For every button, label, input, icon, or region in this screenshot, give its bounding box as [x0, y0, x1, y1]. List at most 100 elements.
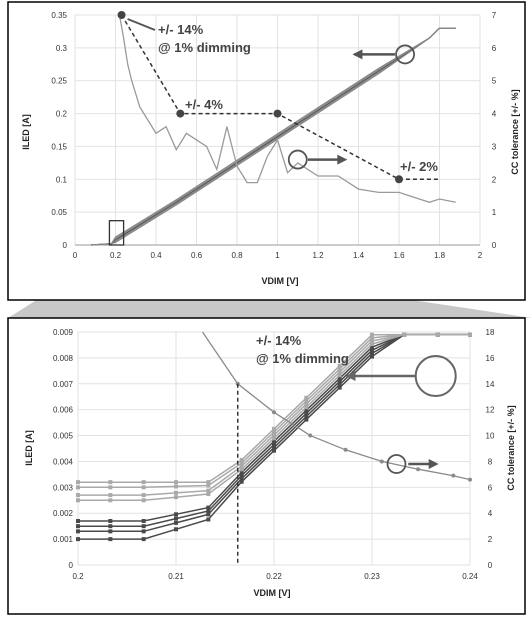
bottom-iled-marker: [272, 439, 276, 444]
top-x-axis-label: VDIM [V]: [262, 276, 299, 286]
bottom-x-tick-label: 0.2: [72, 572, 84, 581]
bottom-y-tick-label: 0.008: [53, 354, 74, 363]
bottom-tick-labels: 0.2 0.21 0.22 0.23 0.24 0 0.001 0.002 0.003 0.004…: [53, 328, 495, 581]
top-y-tick-label: 0.35: [51, 11, 67, 20]
bottom-iled-marker: [304, 395, 309, 400]
bottom-y-tick-label: 0.009: [53, 328, 74, 337]
top-annotation-14pct: +/- 14%: [158, 22, 204, 37]
top-x-tick-label: 0.2: [110, 251, 122, 260]
bottom-iled-marker: [337, 385, 342, 390]
bottom-iled-marker: [272, 436, 276, 441]
bottom-iled-marker: [370, 345, 374, 350]
bottom-iled-marker: [174, 480, 178, 485]
top-annotation-4pct: +/- 4%: [185, 97, 223, 112]
bottom-iled-marker: [468, 332, 472, 337]
bottom-iled-marker: [272, 442, 276, 447]
bottom-iled-marker: [141, 524, 146, 529]
bottom-y-tick-label: 0.004: [53, 457, 74, 466]
top-annotation-dimming: @ 1% dimming: [158, 40, 251, 55]
bottom-iled-marker: [402, 332, 407, 337]
top-left-axis-arrowhead: [352, 49, 363, 60]
bottom-iled-marker: [304, 414, 309, 419]
bottom-tolerance-point: [308, 433, 313, 438]
bottom-iled-marker: [141, 529, 146, 534]
bottom-iled-marker: [337, 370, 342, 375]
bottom-iled-marker: [304, 398, 309, 403]
bottom-iled-marker: [174, 490, 178, 495]
top-y2-tick-label: 2: [492, 175, 497, 184]
bottom-iled-marker: [337, 382, 342, 387]
top-zoom-box: [108, 220, 125, 246]
bottom-tolerance-point: [451, 473, 456, 478]
bottom-iled-marker: [141, 485, 146, 490]
top-y2-tick-label: 1: [492, 208, 497, 217]
bottom-y-tick-label: 0.003: [53, 483, 74, 492]
bottom-y-tick-label: 0.005: [53, 432, 74, 441]
bottom-y-tick-label: 0: [69, 561, 74, 570]
bottom-y2-tick-label: 2: [488, 535, 493, 544]
bottom-iled-marker: [76, 493, 80, 498]
bottom-iled-marker: [141, 498, 146, 503]
top-annotation-2pct: +/- 2%: [400, 159, 438, 174]
top-x-tick-label: 1.6: [393, 251, 405, 260]
bottom-tolerance-point: [272, 410, 276, 415]
bottom-iled-marker: [206, 483, 211, 488]
top-iled-line: [91, 27, 456, 246]
bottom-iled-marker: [239, 470, 244, 475]
bottom-iled-marker: [141, 493, 146, 498]
bottom-iled-marker: [206, 508, 211, 513]
bottom-y2-tick-label: 10: [486, 432, 495, 441]
bottom-iled-marker: [76, 485, 80, 490]
bottom-y2-tick-label: 12: [486, 406, 495, 415]
top-series: [91, 11, 456, 246]
bottom-iled-marker: [108, 524, 113, 529]
bottom-iled-marker: [206, 492, 211, 497]
bottom-tolerance-point: [379, 459, 384, 464]
bottom-x-tick-label: 0.24: [462, 572, 478, 581]
top-grid: [74, 14, 481, 246]
bottom-iled-marker: [108, 480, 113, 485]
bottom-y2-tick-label: 0: [488, 561, 493, 570]
bottom-iled-marker: [76, 498, 80, 503]
bottom-y2-tick-label: 18: [486, 328, 495, 337]
top-x-tick-label: 0.8: [231, 251, 243, 260]
bottom-iled-marker: [174, 512, 178, 517]
bottom-iled-marker: [141, 518, 146, 523]
top-y2-tick-label: 5: [492, 77, 497, 86]
top-tolerance-line: [118, 14, 456, 203]
top-x-tick-label: 1.8: [434, 251, 446, 260]
bottom-iled-marker: [76, 537, 80, 542]
bottom-iled-marker: [76, 480, 80, 485]
bottom-iled-marker: [337, 376, 342, 381]
bottom-iled-marker: [174, 520, 178, 525]
bottom-series: [76, 331, 472, 565]
bottom-chart: 0.2 0.21 0.22 0.23 0.24 0 0.001 0.002 0.003 0.004…: [24, 328, 516, 598]
top-chart: 0 0.2 0.4 0.6 0.8 1 1.2 1.4 1.6 1.8 200.050.10.150…: [21, 11, 520, 286]
bottom-iled-marker: [108, 529, 113, 534]
top-y-tick-label: 0.2: [56, 110, 68, 119]
top-spec-point: [273, 109, 282, 118]
bottom-annotation-dimming: @ 1% dimming: [256, 351, 349, 366]
top-y-axis-label: ILED [A]: [21, 114, 31, 150]
bottom-iled-marker: [174, 516, 178, 521]
bottom-left-axis-arrowhead: [345, 371, 356, 382]
bottom-iled-marker: [108, 498, 113, 503]
top-x-tick-label: 0: [73, 251, 78, 260]
top-right-axis-arrowhead: [337, 154, 348, 165]
bottom-iled-marker: [304, 408, 309, 413]
top-y-tick-label: 0.25: [51, 77, 67, 86]
bottom-iled-marker: [76, 518, 80, 523]
bottom-iled-marker: [141, 480, 146, 485]
bottom-tolerance-point: [343, 447, 348, 452]
bottom-annotation-14pct: +/- 14%: [256, 333, 302, 348]
top-spec-point: [395, 175, 403, 184]
bottom-iled-marker: [337, 363, 342, 368]
top-x-tick-label: 0.4: [150, 251, 162, 260]
bottom-y2-tick-label: 6: [488, 483, 493, 492]
bottom-iled-marker: [304, 411, 309, 416]
bottom-iled-marker: [206, 512, 211, 517]
bottom-iled-marker: [206, 488, 211, 493]
top-annotation-arrow: [127, 18, 156, 31]
bottom-y-tick-label: 0.007: [53, 380, 74, 389]
